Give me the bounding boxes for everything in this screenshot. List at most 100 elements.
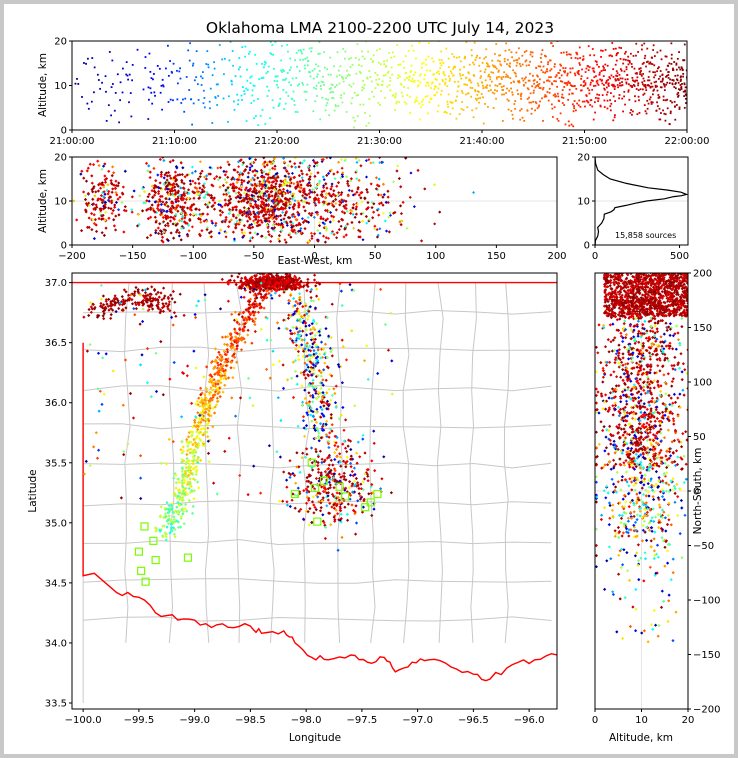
- source-point: [159, 309, 163, 313]
- source-point: [193, 181, 197, 185]
- source-point: [662, 83, 665, 85]
- source-point: [294, 369, 298, 373]
- county-line: [83, 500, 552, 507]
- source-point: [405, 226, 409, 230]
- source-point: [243, 93, 246, 95]
- source-point: [264, 203, 268, 207]
- source-point: [272, 226, 277, 230]
- source-point: [301, 285, 305, 289]
- source-point: [321, 221, 325, 225]
- county-line: [83, 309, 552, 315]
- source-point: [637, 84, 639, 87]
- source-point: [207, 399, 212, 403]
- source-point: [465, 41, 468, 44]
- source-point: [344, 199, 348, 203]
- source-point: [274, 41, 277, 43]
- source-point: [326, 439, 330, 443]
- county-line: [124, 282, 131, 643]
- source-point: [248, 297, 253, 301]
- source-point: [655, 80, 658, 83]
- source-point: [318, 509, 323, 513]
- source-point: [243, 322, 247, 326]
- source-point: [333, 177, 337, 181]
- source-point: [120, 201, 124, 205]
- source-point: [285, 327, 289, 331]
- source-point: [321, 496, 325, 500]
- source-point: [569, 53, 572, 56]
- source-point: [302, 187, 306, 191]
- tick-label: 0: [61, 126, 67, 137]
- source-point: [287, 175, 291, 179]
- source-point: [268, 168, 272, 172]
- source-point: [307, 192, 311, 196]
- source-point: [466, 106, 469, 109]
- source-point: [434, 78, 437, 80]
- source-point: [564, 70, 566, 73]
- source-point: [468, 63, 471, 66]
- source-point: [197, 431, 201, 435]
- source-point: [273, 195, 277, 199]
- source-point: [191, 459, 196, 463]
- source-point: [502, 85, 505, 88]
- source-point: [541, 49, 544, 52]
- source-point: [267, 216, 271, 220]
- source-point: [340, 166, 344, 170]
- source-point: [213, 405, 217, 409]
- source-point: [276, 83, 278, 86]
- source-point: [363, 57, 366, 60]
- source-point: [516, 89, 519, 92]
- source-point: [670, 53, 673, 56]
- source-point: [370, 482, 374, 487]
- source-point: [86, 102, 89, 105]
- source-point: [172, 62, 175, 65]
- source-point: [666, 75, 668, 77]
- source-point: [336, 445, 340, 449]
- source-point: [270, 213, 274, 217]
- source-point: [225, 343, 230, 347]
- source-point: [653, 88, 655, 91]
- source-point: [398, 75, 401, 78]
- source-point: [285, 91, 288, 94]
- source-point: [111, 165, 115, 169]
- source-point: [182, 98, 184, 101]
- source-point: [673, 100, 676, 103]
- source-point: [293, 303, 297, 308]
- source-point: [485, 48, 488, 51]
- source-point: [539, 57, 542, 59]
- source-point: [178, 70, 181, 73]
- source-point: [382, 193, 386, 197]
- source-point: [160, 235, 165, 239]
- source-point: [176, 477, 180, 481]
- source-point: [307, 239, 311, 243]
- source-point: [243, 316, 248, 320]
- source-point: [205, 219, 209, 224]
- source-point: [316, 373, 320, 378]
- source-point: [351, 97, 354, 99]
- source-point: [245, 208, 249, 212]
- source-point: [94, 223, 98, 227]
- source-point: [571, 67, 574, 70]
- source-point: [207, 409, 211, 413]
- source-point: [596, 82, 599, 85]
- source-point: [530, 112, 533, 115]
- source-point: [573, 107, 576, 110]
- source-point: [99, 193, 104, 198]
- source-point: [448, 79, 451, 82]
- source-point: [223, 352, 227, 356]
- source-point: [367, 122, 370, 124]
- source-point: [238, 196, 242, 200]
- source-point: [149, 233, 153, 237]
- source-point: [199, 171, 203, 176]
- source-point: [185, 213, 189, 217]
- source-point: [574, 74, 577, 77]
- source-point: [679, 68, 682, 71]
- source-point: [328, 431, 332, 435]
- source-point: [151, 307, 155, 311]
- source-point: [272, 106, 275, 109]
- source-point: [262, 157, 266, 160]
- sources-count-label: 15,858 sources: [615, 231, 676, 240]
- source-point: [160, 298, 164, 302]
- source-point: [181, 477, 185, 481]
- source-point: [611, 42, 614, 44]
- source-point: [477, 84, 480, 87]
